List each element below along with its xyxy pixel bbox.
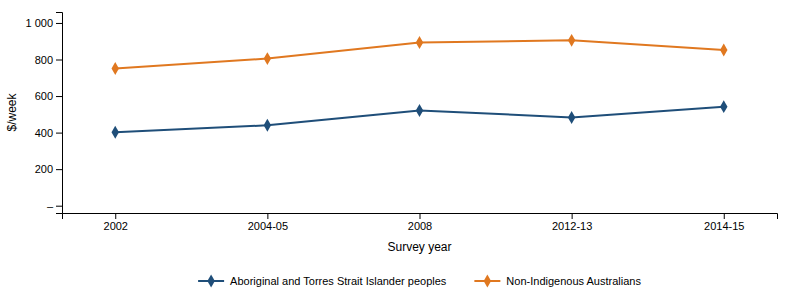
legend-item: Aboriginal and Torres Strait Islander pe… [198,275,447,288]
legend-marker [207,275,214,288]
legend-label: Aboriginal and Torres Strait Islander pe… [230,275,447,287]
x-tick: 2008 [408,213,432,232]
legend: Aboriginal and Torres Strait Islander pe… [198,275,641,288]
y-tick-mark [56,23,62,24]
y-tick-label: 600 [35,90,53,102]
marker [568,111,575,124]
y-tick: 200 [35,163,62,175]
x-tick-label: 2012-13 [552,220,592,232]
y-tick: – [47,200,62,212]
marker [416,36,423,49]
x-tick: 2002 [104,213,128,232]
x-tick: 2012-13 [552,213,592,232]
y-tick-mark [56,60,62,61]
y-tick-label: 200 [35,163,53,175]
legend-item: Non-Indigenous Australians [474,275,641,288]
x-tick-label: 2014-15 [704,220,744,232]
y-tick: 600 [35,90,62,102]
chart: 2002 2004-05 2008 2012-13 2014-15 – 200 400 600 8… [0,0,801,295]
y-tick-mark [56,133,62,134]
y-tick-label: 1 000 [25,17,53,29]
marker [720,44,727,57]
y-tick: 800 [35,54,62,66]
y-tick: 1 000 [25,17,62,29]
y-tick-label: – [47,200,54,212]
x-axis: 2002 2004-05 2008 2012-13 2014-15 [63,213,778,232]
x-tick: 2004-05 [248,213,288,232]
y-tick-mark [56,96,62,97]
marker [112,126,119,139]
plot: 2002 2004-05 2008 2012-13 2014-15 – 200 400 600 8… [25,13,777,232]
marker [720,100,727,113]
marker [264,119,271,132]
x-tick: 2014-15 [704,213,744,232]
y-axis-line [56,13,63,214]
x-tick-label: 2008 [408,220,432,232]
x-tick-mark [267,213,268,219]
x-tick-mark [572,213,573,219]
marks [112,34,728,139]
legend-label: Non-Indigenous Australians [506,275,641,287]
y-tick-label: 400 [35,127,53,139]
marker [112,62,119,75]
y-axis-title: $/week [5,92,19,131]
y-tick-mark [56,206,62,207]
y-tick-mark [56,169,62,170]
y-axis: – 200 400 600 800 1 000 [25,13,62,214]
y-tick-label: 800 [35,54,53,66]
y-tick: 400 [35,127,62,139]
legend-marker [484,275,491,288]
x-tick-mark [115,213,116,219]
marker [416,104,423,117]
x-tick-label: 2002 [104,220,128,232]
x-axis-line [63,214,778,220]
x-tick-mark [420,213,421,219]
marker [264,52,271,65]
x-axis-title: Survey year [387,240,451,254]
marker [568,34,575,47]
x-tick-mark [724,213,725,219]
x-tick-label: 2004-05 [248,220,288,232]
